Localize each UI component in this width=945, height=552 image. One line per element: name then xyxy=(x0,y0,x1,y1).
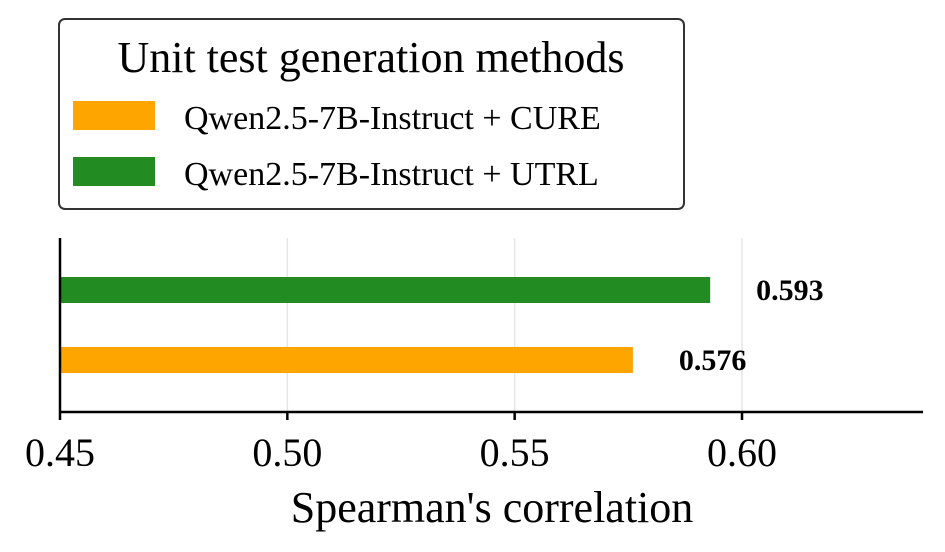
axes xyxy=(58,238,923,420)
data-label: 0.576 xyxy=(679,344,747,377)
bar-utrl xyxy=(60,277,711,303)
grid-lines xyxy=(286,238,743,412)
legend-label-cure: Qwen2.5-7B-Instruct + CURE xyxy=(184,100,601,137)
legend: Unit test generation methods Qwen2.5-7B-… xyxy=(58,18,685,210)
legend-frame xyxy=(58,18,685,210)
legend-label-utrl: Qwen2.5-7B-Instruct + UTRL xyxy=(184,156,599,193)
legend-swatch-utrl xyxy=(73,157,155,186)
legend-title: Unit test generation methods xyxy=(117,33,624,82)
bar-cure xyxy=(60,347,633,373)
x-axis-label: Spearman's correlation xyxy=(291,483,694,532)
legend-swatch-cure xyxy=(73,101,155,130)
x-tick-labels: 0.45 0.50 0.55 0.60 xyxy=(25,430,777,475)
x-tick-label: 0.50 xyxy=(252,430,322,475)
x-tick-label: 0.55 xyxy=(480,430,550,475)
data-label: 0.593 xyxy=(756,274,824,307)
x-tick-label: 0.60 xyxy=(707,430,777,475)
bars: 0.576 0.593 xyxy=(60,274,824,377)
x-tick-label: 0.45 xyxy=(25,430,95,475)
